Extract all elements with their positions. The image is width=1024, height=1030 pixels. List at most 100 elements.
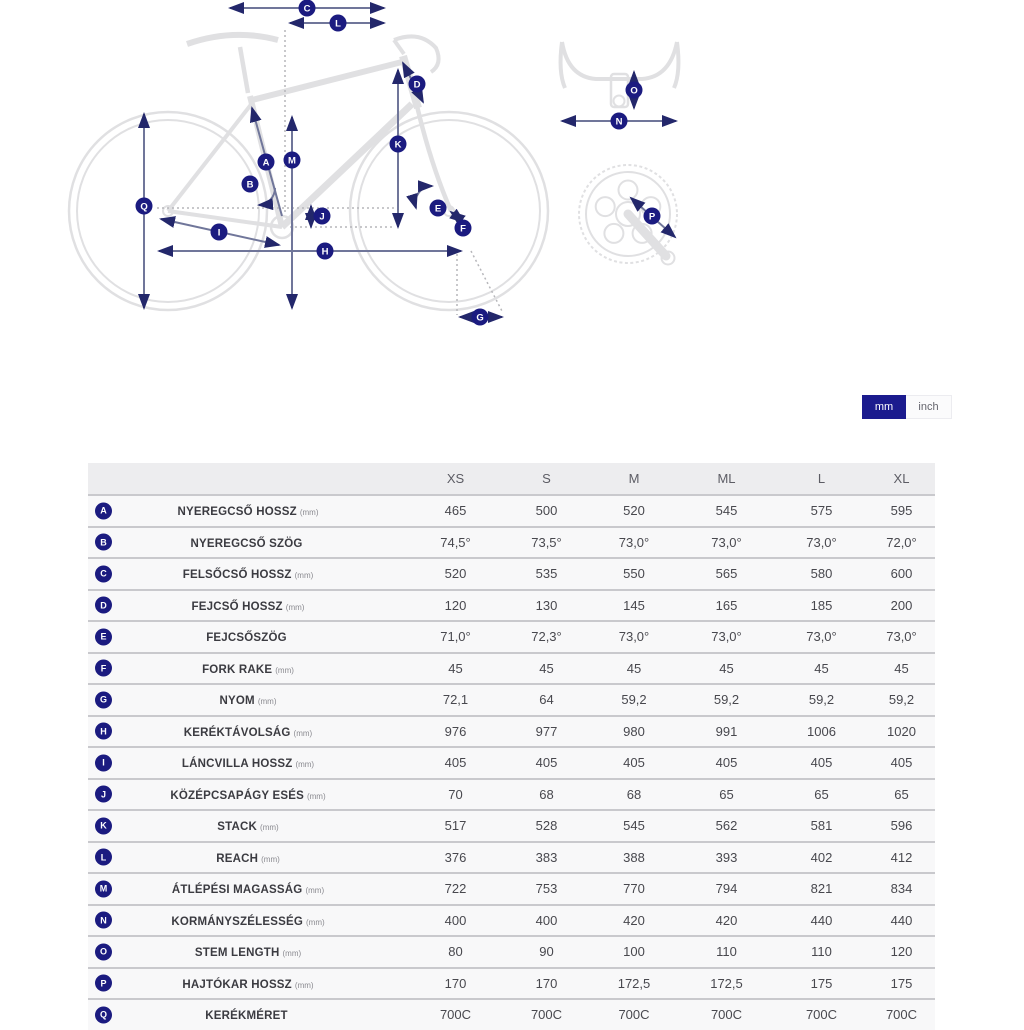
cell: 172,5 (590, 966, 678, 999)
cell: 170 (408, 966, 503, 999)
cell: 545 (590, 809, 678, 842)
measurement-arrows (138, 1, 678, 323)
diagram-badge-h: H (316, 242, 334, 260)
row-label: HAJTÓKAR HOSSZ (182, 978, 292, 991)
cell: 145 (590, 588, 678, 621)
svg-text:L: L (335, 18, 341, 29)
cell: 420 (590, 903, 678, 936)
row-label: STEM LENGTH (194, 947, 280, 960)
construction-lines (157, 30, 504, 315)
cell: 545 (678, 494, 775, 527)
row-unit: (mm) (260, 823, 279, 833)
cell: 130 (503, 588, 590, 621)
cell: 595 (868, 494, 935, 527)
cell: 59,2 (775, 683, 868, 716)
cell: 45 (408, 651, 503, 684)
table-row: B NYEREGCSŐ SZÖG 74,5° 73,5° 73,0° 73,0° 73,0°… (88, 525, 935, 558)
diagram-badge-f: F (454, 219, 472, 237)
cell: 73,0° (868, 620, 935, 653)
table-row: D FEJCSŐ HOSSZ (mm) 120 130 145 165 185 200 (88, 588, 935, 621)
cell: 200 (868, 588, 935, 621)
size-header-m: M (590, 463, 678, 495)
cell: 175 (868, 966, 935, 999)
row-unit: (mm) (294, 980, 314, 990)
row-label: LÁNCVILLA HOSSZ (181, 758, 293, 771)
cell: 70 (408, 777, 503, 810)
cell: 73,0° (590, 620, 678, 653)
cell: 700C (678, 998, 775, 1030)
cell: 753 (503, 872, 590, 905)
unit-toggle-inch[interactable]: inch (906, 395, 952, 419)
table-row: C FELSŐCSŐ HOSSZ (mm) 520 535 550 565 580 600 (88, 557, 935, 590)
cell: 600 (868, 557, 935, 590)
cell: 185 (775, 588, 868, 621)
cell: 405 (503, 746, 590, 779)
row-label: FELSŐCSŐ HOSSZ (182, 569, 292, 582)
table-row: Q KERÉKMÉRET 700C 700C 700C 700C 700C 700C (88, 998, 935, 1030)
handlebar-front-view (558, 41, 681, 109)
row-label: NYEREGCSŐ SZÖG (190, 537, 303, 550)
row-label: KERÉKMÉRET (205, 1010, 288, 1023)
table-row: J KÖZÉPCSAPÁGY ESÉS (mm) 70 68 68 65 65 65 (88, 777, 935, 810)
cell: 402 (775, 840, 868, 873)
size-header-xs: XS (408, 463, 503, 495)
diagram-badge-d: D (408, 75, 426, 93)
cell: 412 (868, 840, 935, 873)
size-header-xl: XL (868, 463, 935, 495)
cell: 794 (678, 872, 775, 905)
row-badge: A (95, 502, 112, 520)
table-row: O STEM LENGTH (mm) 80 90 100 110 110 120 (88, 935, 935, 968)
cell: 420 (678, 903, 775, 936)
crankset-detail (578, 164, 678, 266)
cell: 65 (775, 777, 868, 810)
size-header-ml: ML (678, 463, 775, 495)
row-label: FEJCSŐSZÖG (206, 632, 287, 645)
unit-toggle-mm[interactable]: mm (862, 395, 906, 419)
diagram-badge-l: L (329, 14, 347, 32)
cell: 465 (408, 494, 503, 527)
row-badge: C (95, 565, 112, 583)
svg-text:O: O (630, 85, 637, 96)
table-row: L REACH (mm) 376 383 388 393 402 412 (88, 840, 935, 873)
size-header-s: S (503, 463, 590, 495)
cell: 565 (678, 557, 775, 590)
svg-text:B: B (247, 179, 254, 190)
cell: 596 (868, 809, 935, 842)
cell: 80 (408, 935, 503, 968)
cell: 388 (590, 840, 678, 873)
cell: 73,0° (678, 525, 775, 558)
size-header-row: XS S M ML L XL (88, 463, 935, 495)
svg-text:H: H (322, 246, 329, 257)
row-badge: Q (95, 1006, 112, 1024)
row-badge: P (95, 974, 112, 992)
cell: 528 (503, 809, 590, 842)
row-badge: O (95, 943, 112, 961)
row-badge: B (95, 533, 112, 551)
row-badge: H (95, 722, 112, 740)
diagram-badge-i: I (210, 223, 228, 241)
cell: 520 (408, 557, 503, 590)
row-label: FEJCSŐ HOSSZ (191, 600, 283, 613)
row-unit: (mm) (305, 917, 325, 927)
row-badge: G (95, 691, 112, 709)
cell: 517 (408, 809, 503, 842)
row-badge: J (95, 785, 112, 803)
cell: 73,0° (590, 525, 678, 558)
bike-geometry-diagram: C L D K M A B Q J I H E F G O N P (67, 0, 681, 326)
row-label: REACH (216, 852, 259, 865)
diagram-badge-j: J (313, 207, 331, 225)
row-badge: L (95, 848, 112, 866)
cell: 45 (775, 651, 868, 684)
cell: 73,0° (775, 620, 868, 653)
row-label: KÖZÉPCSAPÁGY ESÉS (170, 789, 304, 802)
row-badge: N (95, 911, 112, 929)
cell: 64 (503, 683, 590, 716)
table-row: M ÁTLÉPÉSI MAGASSÁG (mm) 722 753 770 794 821 834 (88, 872, 935, 905)
bike-outline (67, 31, 550, 312)
svg-text:D: D (414, 79, 421, 90)
cell: 700C (408, 998, 503, 1030)
table-row: F FORK RAKE (mm) 45 45 45 45 45 45 (88, 651, 935, 684)
cell: 74,5° (408, 525, 503, 558)
table-row: I LÁNCVILLA HOSSZ (mm) 405 405 405 405 405 405 (88, 746, 935, 779)
cell: 59,2 (678, 683, 775, 716)
